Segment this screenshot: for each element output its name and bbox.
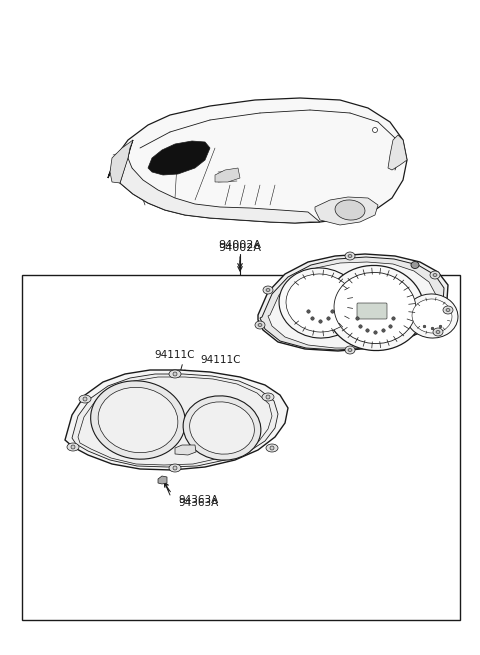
Ellipse shape: [183, 396, 261, 460]
Ellipse shape: [169, 370, 181, 378]
Ellipse shape: [436, 331, 440, 333]
Polygon shape: [315, 197, 378, 225]
Polygon shape: [158, 476, 167, 484]
Ellipse shape: [348, 348, 352, 352]
Ellipse shape: [348, 255, 352, 257]
Text: 94363A: 94363A: [178, 498, 218, 508]
Polygon shape: [268, 262, 436, 348]
Ellipse shape: [446, 309, 450, 312]
Ellipse shape: [412, 299, 452, 333]
Polygon shape: [108, 98, 407, 223]
Ellipse shape: [98, 387, 178, 453]
Ellipse shape: [258, 324, 262, 326]
FancyBboxPatch shape: [357, 303, 387, 319]
Ellipse shape: [266, 444, 278, 452]
Ellipse shape: [266, 288, 270, 291]
Text: 94111C: 94111C: [155, 350, 195, 360]
Ellipse shape: [334, 272, 416, 343]
Ellipse shape: [406, 294, 458, 338]
Text: 94002A: 94002A: [218, 243, 262, 253]
Ellipse shape: [433, 328, 443, 336]
Ellipse shape: [91, 381, 185, 459]
Text: 94111C: 94111C: [200, 355, 240, 365]
Ellipse shape: [335, 200, 365, 220]
Polygon shape: [260, 257, 444, 350]
Polygon shape: [148, 141, 210, 175]
Text: 94363A: 94363A: [178, 495, 218, 505]
Ellipse shape: [411, 261, 419, 269]
Ellipse shape: [433, 274, 437, 276]
Ellipse shape: [372, 128, 377, 132]
Ellipse shape: [262, 393, 274, 401]
Ellipse shape: [286, 274, 354, 332]
Ellipse shape: [79, 395, 91, 403]
Bar: [22, 275, 460, 620]
Polygon shape: [110, 140, 133, 183]
Polygon shape: [215, 168, 240, 182]
Ellipse shape: [173, 466, 177, 470]
Ellipse shape: [345, 252, 355, 260]
Ellipse shape: [430, 271, 440, 279]
Ellipse shape: [173, 372, 177, 376]
Ellipse shape: [270, 446, 274, 450]
Ellipse shape: [71, 445, 75, 449]
Polygon shape: [175, 445, 196, 455]
Ellipse shape: [67, 443, 79, 451]
Ellipse shape: [190, 402, 254, 454]
Text: 94002A: 94002A: [218, 240, 262, 250]
Ellipse shape: [345, 346, 355, 354]
Ellipse shape: [326, 265, 424, 350]
Ellipse shape: [279, 268, 361, 338]
Ellipse shape: [255, 321, 265, 329]
Polygon shape: [78, 377, 272, 465]
Ellipse shape: [169, 464, 181, 472]
Polygon shape: [65, 370, 288, 470]
Polygon shape: [388, 135, 407, 170]
Text: 94371A: 94371A: [340, 280, 380, 290]
Ellipse shape: [83, 397, 87, 401]
Ellipse shape: [443, 306, 453, 314]
Ellipse shape: [263, 286, 273, 294]
Polygon shape: [258, 254, 448, 351]
Ellipse shape: [266, 395, 270, 399]
Polygon shape: [120, 140, 320, 223]
Polygon shape: [72, 374, 278, 467]
